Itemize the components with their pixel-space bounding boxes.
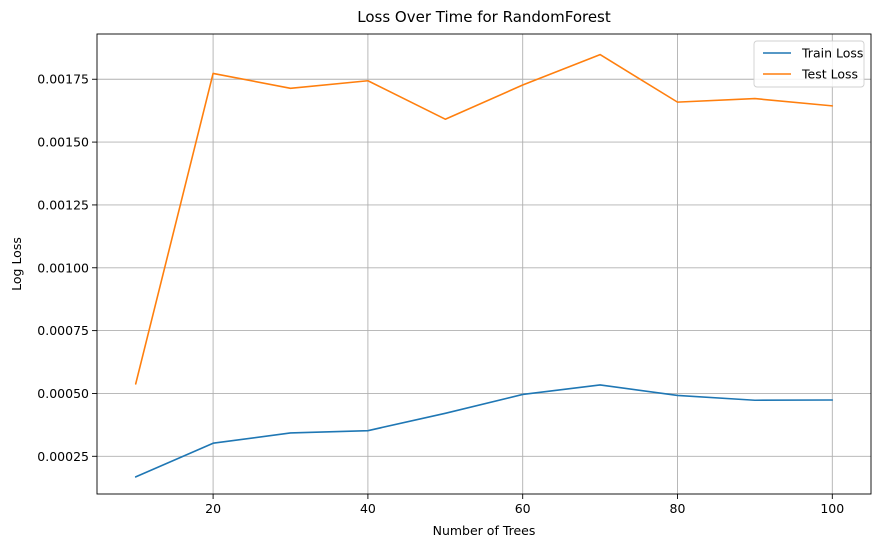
x-axis-ticks: 20 40 60 80 100 [205, 494, 844, 516]
x-tick-label: 20 [205, 501, 221, 516]
series-line-test-loss [134, 53, 834, 385]
y-tick-label: 0.00025 [37, 449, 89, 464]
x-axis-label: Number of Trees [433, 523, 536, 538]
series-line-train-loss [134, 384, 834, 478]
y-tick-label: 0.00125 [37, 197, 89, 212]
y-axis-label: Log Loss [9, 237, 24, 291]
grid [97, 34, 871, 494]
y-tick-label: 0.00150 [37, 135, 89, 150]
x-tick-label: 60 [515, 501, 531, 516]
plot-frame [96, 33, 872, 495]
y-tick-label: 0.00100 [37, 260, 89, 275]
y-tick-label: 0.00175 [37, 72, 89, 87]
legend: Train Loss Test Loss [753, 40, 865, 88]
y-axis-ticks: 0.00025 0.00050 0.00075 0.00100 0.00125 0.001… [37, 72, 97, 464]
y-tick-label: 0.00050 [37, 386, 89, 401]
x-tick-label: 100 [820, 501, 844, 516]
x-tick-label: 40 [360, 501, 376, 516]
y-tick-label: 0.00075 [37, 323, 89, 338]
x-tick-label: 80 [670, 501, 686, 516]
legend-label-test-loss: Test Loss [801, 67, 858, 82]
series-layer [134, 53, 834, 478]
chart-title: Loss Over Time for RandomForest [357, 8, 611, 26]
legend-label-train-loss: Train Loss [801, 46, 863, 61]
